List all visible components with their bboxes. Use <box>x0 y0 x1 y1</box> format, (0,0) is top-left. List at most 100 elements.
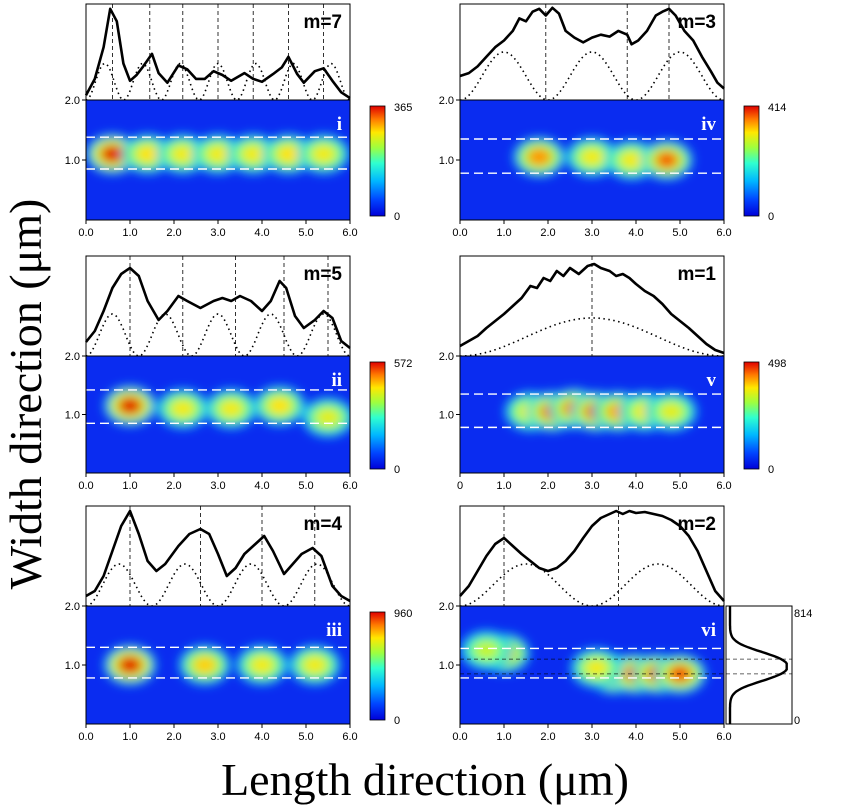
panel-i: m=7 i 0.0 1.0 2.0 3.0 4.0 5.0 6.0 2.0 1.0 365 0 <box>65 3 412 239</box>
x-tick-label: 0.0 <box>452 227 467 239</box>
hotspot-core <box>250 656 274 674</box>
hotspot-core <box>170 145 195 163</box>
x-tick-label: 0.0 <box>78 480 93 492</box>
x-tick-label: 1.0 <box>122 480 137 492</box>
panel-label: iv <box>701 114 716 135</box>
x-tick-label: 5.0 <box>298 480 313 492</box>
x-tick-label: 5.0 <box>672 227 687 239</box>
x-tick-label: 2.0 <box>540 227 555 239</box>
hotspot-peak <box>106 149 119 159</box>
x-tick-label: 6.0 <box>716 480 731 492</box>
x-tick-label: 5.0 <box>298 227 313 239</box>
y-tick-label: 1.0 <box>439 410 454 422</box>
mode-label: m=7 <box>303 12 342 33</box>
hotspot-core <box>316 408 340 427</box>
hotspot-core <box>206 145 230 163</box>
colorbar <box>743 105 760 217</box>
hotspot-core <box>170 399 195 418</box>
x-tick-label: 4.0 <box>254 480 269 492</box>
heatmap <box>86 606 350 724</box>
y-tick-label: 2.0 <box>439 95 454 107</box>
x-tick-label: 0.0 <box>452 731 467 743</box>
panel-vi: m=2 vi 0.0 1.0 2.0 3.0 4.0 5.0 6.0 2.0 1.0 814 0 <box>439 505 812 743</box>
colorbar <box>369 611 386 721</box>
heatmap <box>460 356 724 473</box>
hotspot-core <box>619 151 644 169</box>
x-tick-label: 1.0 <box>122 731 137 743</box>
hotspot-core <box>584 658 609 677</box>
measured-curve <box>85 509 351 603</box>
colorbar-max-label: 814 <box>794 608 812 620</box>
x-tick-label: 3.0 <box>584 480 599 492</box>
x-tick-label: 4.0 <box>628 731 643 743</box>
colorbar-max-label: 365 <box>394 102 412 114</box>
y-tick-label: 2.0 <box>439 351 454 363</box>
x-tick-label: 3.0 <box>210 227 225 239</box>
colorbar <box>369 105 386 217</box>
fit-curve <box>460 317 724 357</box>
x-tick-label: 2.0 <box>166 227 181 239</box>
hotspot-core <box>311 145 336 163</box>
colorbar-max-label: 414 <box>768 102 786 114</box>
side-profile-curve <box>728 606 788 724</box>
x-tick-label: 6.0 <box>342 227 357 239</box>
measured-curve <box>84 7 351 100</box>
x-tick-label: 6.0 <box>342 480 357 492</box>
hotspot-core <box>267 396 292 415</box>
hotspot-core <box>192 656 217 674</box>
measured-curve <box>459 6 725 90</box>
hotspot-core <box>527 148 552 166</box>
colorbar-max-label: 960 <box>394 608 412 620</box>
panel-ii: m=5 ii 0.0 1.0 2.0 3.0 4.0 5.0 6.0 2.0 1.0 572 0 <box>65 255 412 492</box>
y-tick-label: 1.0 <box>439 155 454 167</box>
x-tick-label: 5.0 <box>672 731 687 743</box>
heatmap <box>86 100 350 220</box>
x-tick-label: 2.0 <box>540 731 555 743</box>
colorbar <box>743 361 760 470</box>
x-tick-label: 4.0 <box>628 227 643 239</box>
hotspot-core <box>659 402 684 421</box>
x-tick-label: 2.0 <box>166 480 181 492</box>
y-tick-label: 2.0 <box>65 601 80 613</box>
panel-iii: m=4 iii 0.0 1.0 2.0 3.0 4.0 5.0 6.0 2.0 1.0 960 0 <box>65 505 412 743</box>
x-tick-label: 5.0 <box>298 731 313 743</box>
y-tick-label: 1.0 <box>65 660 80 672</box>
colorbar-min-label: 0 <box>394 211 400 223</box>
x-tick-label: 0 <box>457 480 463 492</box>
x-tick-label: 3.0 <box>584 731 599 743</box>
y-tick-label: 2.0 <box>439 601 454 613</box>
hotspot-core <box>219 399 244 418</box>
x-tick-label: 1.0 <box>496 227 511 239</box>
heatmap <box>86 356 350 473</box>
y-tick-label: 1.0 <box>65 410 80 422</box>
x-tick-label: 1.0 <box>496 731 511 743</box>
x-tick-label: 2.0 <box>540 480 555 492</box>
colorbar-min-label: 0 <box>794 715 800 727</box>
panel-iv: m=3 iv 0.0 1.0 2.0 3.0 4.0 5.0 6.0 2.0 1.0 414 0 <box>439 3 786 239</box>
colorbar-max-label: 498 <box>768 358 786 370</box>
hotspot-peak <box>124 400 136 411</box>
x-tick-label: 3.0 <box>584 227 599 239</box>
x-tick-label: 6.0 <box>716 227 731 239</box>
mode-label: m=3 <box>677 12 716 33</box>
x-tick-label: 5.0 <box>672 480 687 492</box>
colorbar-min-label: 0 <box>768 211 774 223</box>
colorbar <box>369 361 386 470</box>
fit-curve <box>85 313 351 357</box>
mode-label: m=4 <box>303 514 342 535</box>
x-tick-label: 4.0 <box>628 480 643 492</box>
colorbar-min-label: 0 <box>768 464 774 476</box>
measured-curve <box>84 266 351 350</box>
hotspot-core <box>135 145 160 163</box>
side-profile-frame <box>725 605 793 725</box>
hotspot-core <box>241 145 266 163</box>
x-tick-label: 2.0 <box>166 731 181 743</box>
mode-label: m=2 <box>677 514 716 535</box>
hotspot-peak <box>660 155 673 165</box>
hotspot-core <box>276 145 301 163</box>
y-tick-label: 1.0 <box>65 155 80 167</box>
panel-label: ii <box>331 370 342 391</box>
x-tick-label: 0.0 <box>78 731 93 743</box>
x-axis-label: Length direction (μm) <box>221 754 629 805</box>
heatmap <box>460 100 724 220</box>
